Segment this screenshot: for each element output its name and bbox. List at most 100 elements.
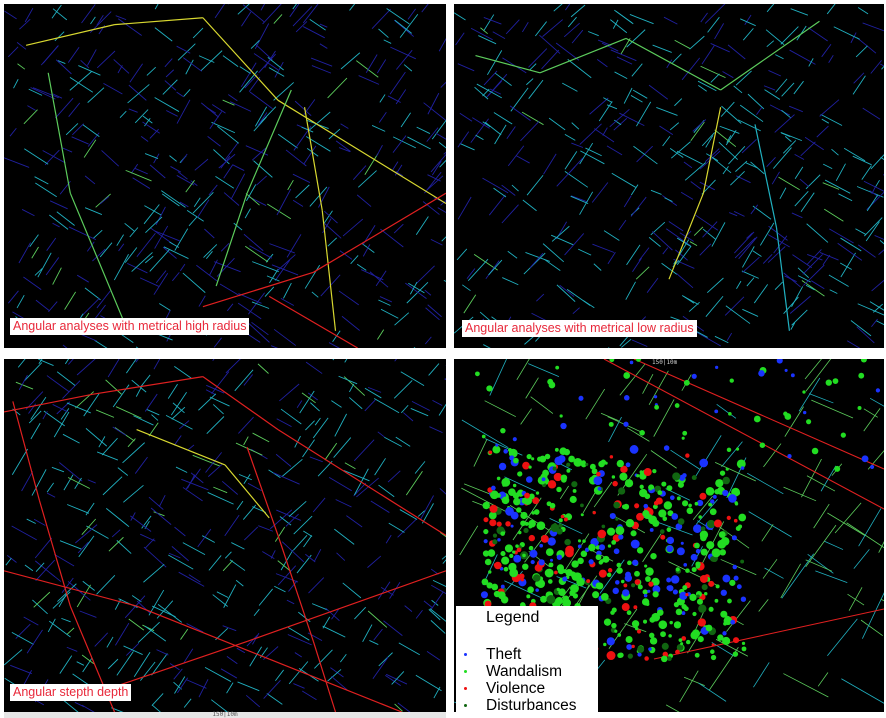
street-segment: [710, 73, 720, 83]
crime-point: [736, 584, 742, 590]
street-segment: [867, 450, 884, 470]
street-segment: [440, 81, 446, 88]
street-segment: [130, 163, 139, 174]
crime-point: [722, 631, 727, 636]
street-segment: [759, 222, 775, 246]
street-segment: [57, 60, 66, 65]
street-segment: [395, 89, 407, 105]
street-segment: [769, 104, 791, 116]
street-segment: [824, 179, 851, 194]
street-segment: [198, 393, 217, 411]
street-segment: [415, 265, 435, 285]
street-segment: [370, 500, 390, 513]
street-segment: [828, 54, 834, 64]
street-segment: [424, 336, 432, 345]
crime-point: [619, 472, 628, 481]
street-segment: [399, 13, 419, 38]
street-segment: [171, 546, 189, 562]
crime-point: [639, 430, 645, 436]
street-segment: [484, 121, 502, 136]
street-segment: [51, 466, 65, 473]
street-segment: [730, 170, 745, 186]
street-segment: [224, 142, 239, 162]
street-segment: [78, 65, 101, 76]
street-segment: [652, 44, 672, 53]
street-segment: [421, 4, 429, 13]
street-segment: [752, 205, 772, 220]
crime-point: [673, 602, 680, 608]
street-segment: [24, 148, 49, 165]
street-segment: [327, 77, 348, 99]
crime-point: [681, 603, 687, 610]
street-segment: [74, 477, 82, 490]
street-segment: [113, 254, 129, 281]
street-segment: [158, 495, 166, 508]
street-segment: [242, 4, 265, 23]
street-segment: [815, 570, 848, 584]
street-segment: [874, 235, 884, 240]
street-segment: [702, 221, 718, 238]
street-segment: [801, 280, 825, 297]
street-segment: [139, 277, 160, 287]
street-segment: [744, 14, 752, 25]
crime-point: [576, 577, 585, 587]
street-segment: [423, 600, 433, 608]
crime-point: [540, 595, 548, 603]
street-segment: [222, 55, 239, 67]
street-segment: [618, 219, 627, 231]
street-segment: [591, 182, 609, 203]
crime-point: [616, 562, 622, 568]
crime-point: [725, 467, 729, 471]
street-segment: [439, 488, 446, 495]
street-segment: [49, 200, 68, 210]
street-segment: [798, 377, 821, 412]
street-segment: [151, 605, 176, 618]
street-segment: [164, 58, 173, 68]
crime-point: [677, 481, 684, 488]
crime-point: [537, 523, 542, 528]
crime-point: [728, 412, 732, 416]
street-segment: [341, 315, 360, 331]
street-segment: [46, 482, 55, 493]
street-segment: [286, 599, 295, 605]
street-segment: [423, 102, 446, 121]
crime-point: [547, 480, 557, 489]
street-segment: [208, 555, 222, 571]
street-segment: [365, 54, 378, 74]
street-segment: [602, 127, 608, 136]
crime-point: [726, 515, 731, 521]
street-segment: [582, 300, 595, 309]
street-segment: [850, 320, 872, 337]
crime-point: [517, 530, 522, 535]
street-segment: [833, 26, 860, 40]
crime-point: [825, 379, 832, 386]
crime-point: [682, 585, 688, 591]
street-segment: [646, 277, 659, 293]
street-segment: [9, 127, 17, 137]
street-segment: [516, 359, 530, 380]
crime-point: [505, 521, 511, 527]
street-segment: [846, 522, 884, 549]
crime-point: [662, 516, 668, 522]
crime-point: [631, 583, 636, 588]
street-segment: [35, 559, 56, 582]
street-segment: [31, 246, 39, 259]
street-segment: [415, 674, 442, 692]
street-segment: [483, 16, 502, 25]
street-segment: [266, 275, 280, 282]
street-segment: [37, 252, 52, 278]
street-segment: [86, 241, 95, 252]
street-segment: [47, 618, 56, 633]
street-segment: [834, 502, 862, 534]
crime-point: [520, 520, 526, 527]
street-segment: [280, 297, 295, 306]
street-segment: [528, 79, 544, 99]
street-segment: [312, 417, 329, 439]
street-segment: [880, 156, 884, 161]
crime-point: [504, 544, 513, 553]
street-segment: [606, 145, 623, 156]
street-segment: [706, 153, 719, 162]
street-segment: [747, 93, 765, 110]
street-segment: [144, 393, 158, 412]
street-segment: [827, 618, 858, 656]
